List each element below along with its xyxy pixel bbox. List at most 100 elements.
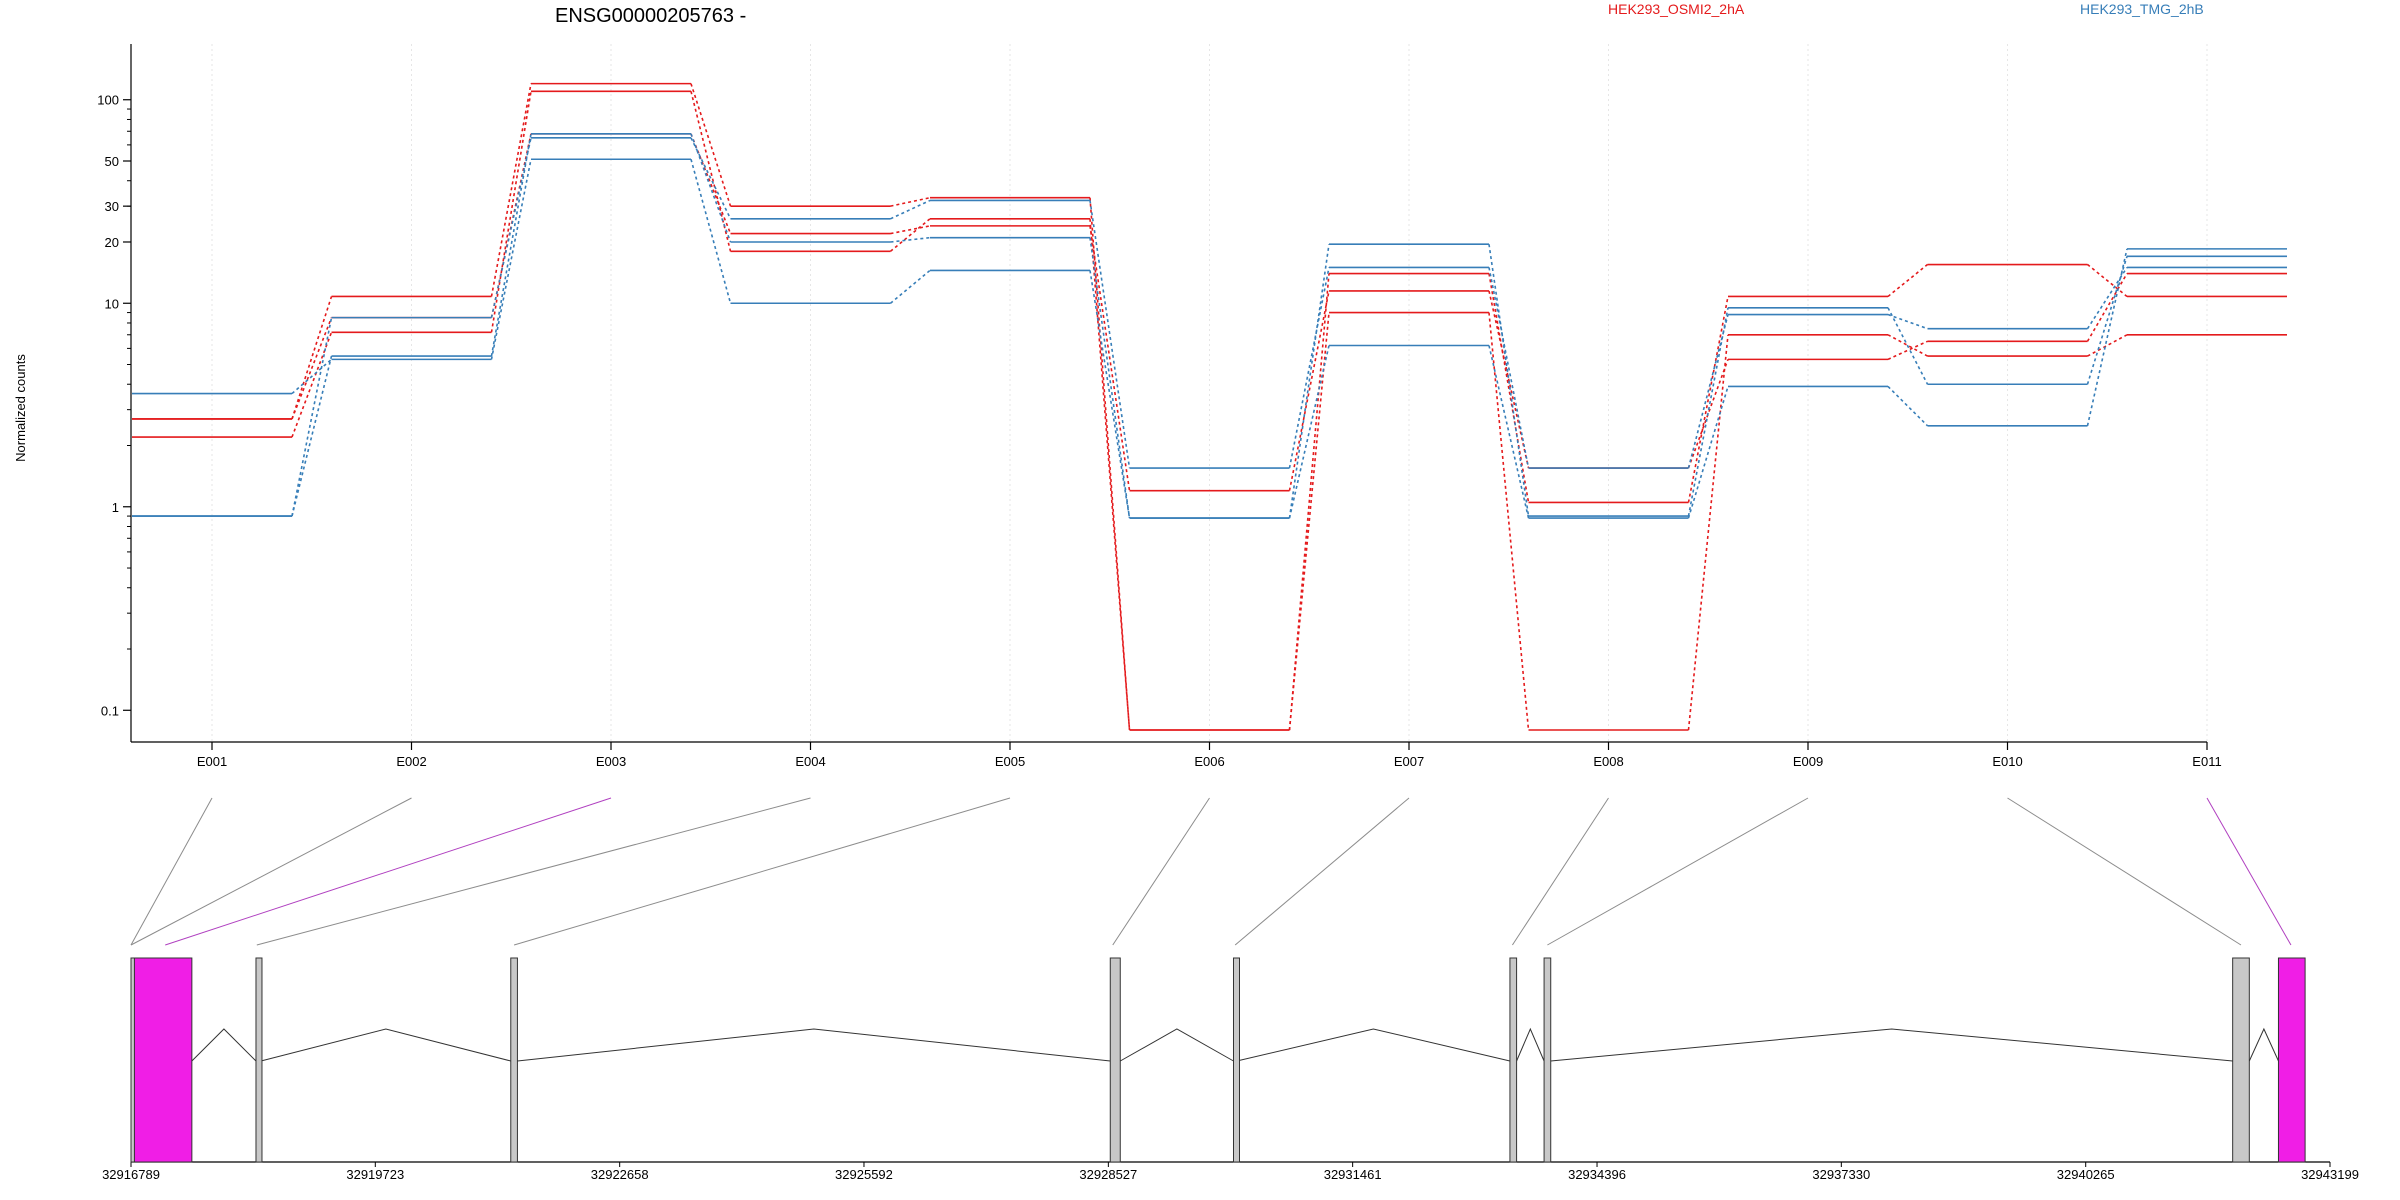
y-tick-label: 1 (112, 500, 119, 515)
exon-block (2232, 957, 2250, 1163)
exon-block (1543, 957, 1552, 1163)
series-2-connector (490, 133, 532, 318)
x-tick-label-E003: E003 (596, 754, 626, 769)
series-2-connector (2086, 273, 2128, 342)
exon-block (2277, 957, 2306, 1163)
exon-bin-links (130, 797, 2292, 946)
y-tick-label: 50 (105, 154, 119, 169)
intron-line (191, 1028, 257, 1062)
series-2-connector (1887, 340, 1928, 361)
genomic-tick-label: 32925592 (835, 1167, 893, 1182)
series-4-connector (1887, 307, 1929, 385)
x-tick-label-E011: E011 (2192, 754, 2221, 769)
genomic-tick-label: 32928527 (1079, 1167, 1137, 1182)
exon-block (510, 957, 518, 1163)
series-2-connector (1687, 359, 1729, 469)
series-connectors (291, 83, 2128, 731)
axes: 0.1 1 10 20 30 50 100 E001 E002 E003 E004 E005 E006 E… (97, 44, 2222, 769)
gridlines (211, 44, 2208, 742)
genomic-tick-label: 32919723 (346, 1167, 404, 1182)
series-3-connector (291, 358, 333, 395)
x-tick-label-E008: E008 (1593, 754, 1623, 769)
gene-model: 32916789 32919723 32922658 32925592 32928527… (102, 957, 2359, 1182)
y-axis-label: Normalized counts (13, 354, 28, 462)
series-4-connector (490, 133, 532, 357)
x-tick-label-E006: E006 (1194, 754, 1224, 769)
genomic-tick-label: 32940265 (2057, 1167, 2115, 1182)
series-3-connector (1089, 270, 1131, 519)
bin-link-E002 (130, 797, 412, 946)
genomic-tick-label: 32922658 (591, 1167, 649, 1182)
series-4-connector (690, 133, 732, 243)
series-4-connector (291, 355, 333, 517)
series-lines (132, 82, 2287, 731)
series-5-connector (1488, 267, 1530, 469)
series-5-connector (890, 199, 931, 220)
intron-line (2248, 1027, 2279, 1062)
legend-entry-osmi2: HEK293_OSMI2_2hA (1608, 1, 1745, 17)
bin-link-E006 (1112, 797, 1210, 946)
intron-line (1516, 1027, 1545, 1062)
exon-block (133, 957, 193, 1163)
exon-block (1509, 957, 1518, 1163)
exon-block (1109, 957, 1121, 1163)
bin-link-E011 (2206, 797, 2292, 946)
genomic-tick-label: 32943199 (2301, 1167, 2359, 1182)
series-3-connector (889, 269, 931, 304)
bin-link-E007 (1234, 797, 1410, 946)
legend-entry-tmg: HEK293_TMG_2hB (2080, 1, 2204, 17)
genomic-tick-label: 32916789 (102, 1167, 160, 1182)
x-tick-label-E001: E001 (197, 754, 227, 769)
bin-link-E009 (1547, 797, 1809, 946)
intron-line (1120, 1028, 1234, 1062)
bin-link-E001 (130, 797, 213, 946)
series-1-connector (291, 332, 333, 438)
series-5-connector (490, 137, 532, 318)
series-0-connector (490, 83, 532, 297)
series-2-connector (1288, 290, 1330, 491)
series-0-connector (690, 83, 732, 207)
series-1-connector (2087, 334, 2128, 357)
x-tick-label-E010: E010 (1992, 754, 2022, 769)
series-0-connector (890, 196, 931, 207)
genomic-tick-label: 32931461 (1324, 1167, 1382, 1182)
series-0-connector (2086, 263, 2128, 298)
series-2-connector (1089, 225, 1131, 491)
series-3-connector (1488, 345, 1530, 519)
y-tick-label: 100 (97, 93, 119, 108)
series-0-connector (291, 296, 333, 420)
series-4-connector (1687, 307, 1729, 517)
x-tick-label-E009: E009 (1793, 754, 1823, 769)
series-1-connector (1488, 312, 1530, 731)
series-5-connector (291, 317, 333, 517)
series-0-connector (1687, 296, 1729, 503)
series-0-connector (1288, 273, 1330, 731)
bin-link-E004 (256, 797, 811, 946)
series-5-connector (1288, 267, 1330, 469)
y-tick-label: 10 (105, 296, 119, 311)
x-tick-label-E005: E005 (995, 754, 1025, 769)
series-1-connector (490, 91, 532, 333)
series-1-connector (889, 218, 931, 252)
intron-line (1236, 1028, 1511, 1062)
series-0-connector (1089, 197, 1131, 731)
series-1-connector (690, 91, 732, 252)
series-1-connector (1288, 312, 1330, 731)
series-5-connector (1887, 313, 1928, 330)
series-5-connector (1089, 200, 1131, 469)
series-3-connector (1687, 386, 1729, 519)
series-1-connector (1089, 218, 1131, 731)
y-tick-label: 20 (105, 235, 119, 250)
series-0-connector (1887, 263, 1929, 298)
series-2-connector (291, 317, 333, 420)
series-5-connector (1687, 314, 1729, 469)
series-4-connector (1089, 237, 1131, 519)
series-3-connector (490, 159, 532, 360)
intron-line (517, 1028, 1111, 1062)
series-1-connector (1887, 334, 1928, 357)
series-4-connector (1488, 244, 1530, 517)
series-2-connector (890, 225, 931, 235)
y-tick-label: 0.1 (101, 703, 119, 718)
series-4-connector (1288, 244, 1330, 519)
